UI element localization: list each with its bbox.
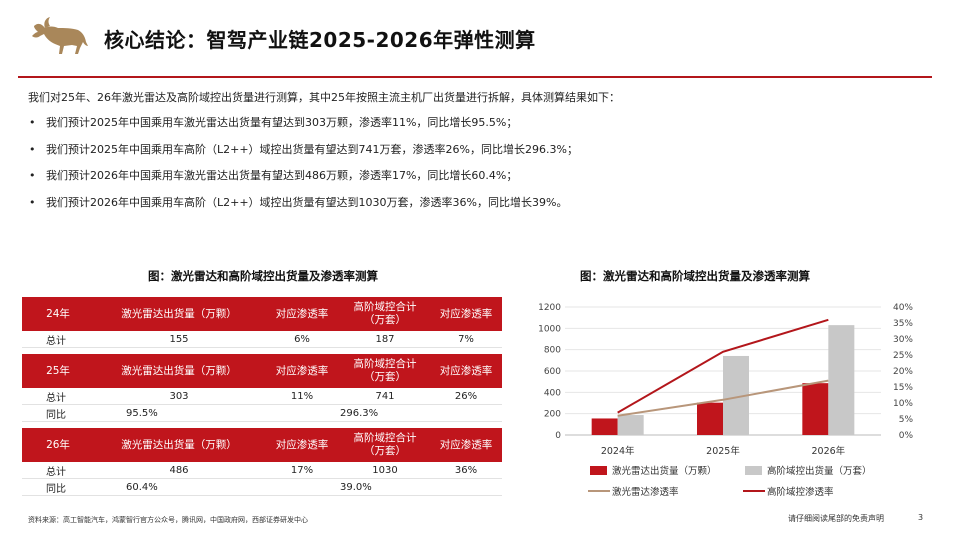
cell-lidar-volume: 155	[169, 333, 189, 345]
row-label: 总计	[46, 335, 66, 347]
legend-swatch	[590, 466, 607, 475]
forecast-table: 24年 激光雷达出货量（万颗） 对应渗透率 高阶域控合计 （万套） 对应渗透率 总…	[22, 297, 502, 496]
table-row: 总计 155 6% 187 7%	[22, 331, 502, 348]
shipment-penetration-chart: 0 200 400 600 800 1000 1200 0% 5% 10% 15% 20% 25% 30%…	[538, 303, 914, 498]
header-dc-penetration: 对应渗透率	[439, 438, 493, 451]
cell-lidar-penetration: 6%	[294, 333, 310, 345]
cell-lidar-penetration: 11%	[290, 390, 314, 402]
header-year: 24年	[46, 307, 70, 320]
cell-dc-penetration: 36%	[454, 464, 478, 476]
legend-label: 高阶域控渗透率	[767, 486, 834, 498]
bullet-item: 我们预计2025年中国乘用车激光雷达出货量有望达到303万颗，渗透率11%，同比…	[28, 116, 578, 143]
line-dc-penetration	[617, 318, 829, 414]
cell-dc-yoy: 39.0%	[340, 481, 372, 493]
table-row: 同比 95.5% 296.3%	[22, 405, 502, 422]
x-tick-label: 2025年	[706, 445, 740, 457]
chart-caption: 图：激光雷达和高阶域控出货量及渗透率测算	[580, 269, 810, 283]
cell-lidar-yoy: 95.5%	[126, 407, 158, 419]
row-label: 同比	[46, 409, 66, 421]
page-title: 核心结论：智驾产业链2025-2026年弹性测算	[104, 28, 536, 52]
y-tick-label: 0	[555, 431, 561, 441]
cell-dc-volume: 741	[375, 390, 395, 402]
legend-label: 高阶域控出货量（万套）	[767, 465, 872, 477]
table-row: 总计 303 11% 741 26%	[22, 388, 502, 405]
y2-tick-label: 20%	[893, 367, 913, 377]
bar-lidar	[697, 402, 723, 435]
line-lidar-penetration	[617, 379, 829, 417]
y2-tick-label: 10%	[893, 399, 913, 409]
header-domain-controller-volume: 高阶域控合计 （万套）	[353, 301, 417, 326]
title-divider	[18, 76, 932, 78]
table-header-row: 24年 激光雷达出货量（万颗） 对应渗透率 高阶域控合计 （万套） 对应渗透率	[22, 297, 502, 331]
legend-label: 激光雷达渗透率	[612, 486, 679, 498]
y2-tick-label: 15%	[893, 383, 913, 393]
bullet-item: 我们预计2025年中国乘用车高阶（L2++）域控出货量有望达到741万套，渗透率…	[28, 143, 578, 170]
header-lidar-volume: 激光雷达出货量（万颗）	[121, 438, 237, 451]
legend-label: 激光雷达出货量（万颗）	[612, 465, 717, 477]
y-tick-label: 1000	[538, 324, 561, 334]
cell-dc-penetration: 26%	[454, 390, 478, 402]
header-lidar-penetration: 对应渗透率	[275, 364, 329, 377]
y2-tick-label: 30%	[893, 335, 913, 345]
y2-tick-label: 5%	[899, 415, 914, 425]
y2-tick-label: 25%	[893, 351, 913, 361]
x-tick-label: 2024年	[601, 445, 635, 457]
y2-tick-label: 40%	[893, 303, 913, 313]
cell-lidar-yoy: 60.4%	[126, 481, 158, 493]
header-lidar-penetration: 对应渗透率	[275, 438, 329, 451]
header-lidar-volume: 激光雷达出货量（万颗）	[121, 364, 237, 377]
cell-dc-volume: 1030	[372, 464, 398, 476]
header-domain-controller-volume: 高阶域控合计 （万套）	[353, 358, 417, 383]
header-year: 25年	[46, 364, 70, 377]
y2-tick-label: 35%	[893, 319, 913, 329]
bar-lidar	[802, 383, 829, 435]
bar-lidar	[591, 418, 618, 435]
y-tick-label: 800	[544, 346, 561, 356]
row-label: 总计	[46, 466, 66, 478]
row-label: 同比	[46, 483, 66, 495]
header-dc-penetration: 对应渗透率	[439, 307, 493, 320]
x-tick-label: 2026年	[811, 445, 845, 457]
cell-dc-penetration: 7%	[458, 333, 474, 345]
table-caption: 图：激光雷达和高阶域控出货量及渗透率测算	[148, 269, 378, 283]
cell-dc-volume: 187	[375, 333, 395, 345]
table-row: 同比 60.4% 39.0%	[22, 479, 502, 496]
header-lidar-volume: 激光雷达出货量（万颗）	[121, 307, 237, 320]
page-number: 3	[918, 513, 924, 522]
bar-domain-controller	[617, 415, 644, 435]
bull-logo-icon	[32, 17, 88, 54]
y-tick-label: 200	[544, 410, 561, 420]
table-row: 总计 486 17% 1030 36%	[22, 462, 502, 479]
header-year: 26年	[46, 438, 70, 451]
header-lidar-penetration: 对应渗透率	[275, 307, 329, 320]
conclusion-bullet-list: 我们预计2025年中国乘用车激光雷达出货量有望达到303万颗，渗透率11%，同比…	[28, 116, 578, 222]
table-header-row: 26年 激光雷达出货量（万颗） 对应渗透率 高阶域控合计 （万套） 对应渗透率	[22, 428, 502, 462]
header-dc-penetration: 对应渗透率	[439, 364, 493, 377]
cell-lidar-volume: 486	[169, 464, 189, 476]
table-header-row: 25年 激光雷达出货量（万颗） 对应渗透率 高阶域控合计 （万套） 对应渗透率	[22, 354, 502, 388]
y-tick-label: 600	[544, 367, 561, 377]
disclaimer-note: 请仔细阅读尾部的免责声明	[788, 514, 884, 523]
bullet-item: 我们预计2026年中国乘用车高阶（L2++）域控出货量有望达到1030万套，渗透…	[28, 196, 578, 223]
source-note: 资料来源：高工智能汽车，鸿蒙智行官方公众号，腾讯网，中国政府网，西部证券研发中心	[28, 516, 308, 524]
cell-lidar-volume: 303	[169, 390, 189, 402]
header-domain-controller-volume: 高阶域控合计 （万套）	[353, 432, 417, 457]
bullet-item: 我们预计2026年中国乘用车激光雷达出货量有望达到486万颗，渗透率17%，同比…	[28, 169, 578, 196]
cell-dc-yoy: 296.3%	[340, 407, 379, 419]
bar-domain-controller	[828, 325, 855, 435]
intro-text: 我们对25年、26年激光雷达及高阶域控出货量进行测算，其中25年按照主流主机厂出…	[28, 91, 620, 104]
row-label: 总计	[46, 392, 66, 404]
y2-tick-label: 0%	[899, 431, 914, 441]
legend-swatch	[745, 466, 762, 475]
y-tick-label: 400	[544, 388, 561, 398]
cell-lidar-penetration: 17%	[290, 464, 314, 476]
y-tick-label: 1200	[538, 303, 561, 313]
